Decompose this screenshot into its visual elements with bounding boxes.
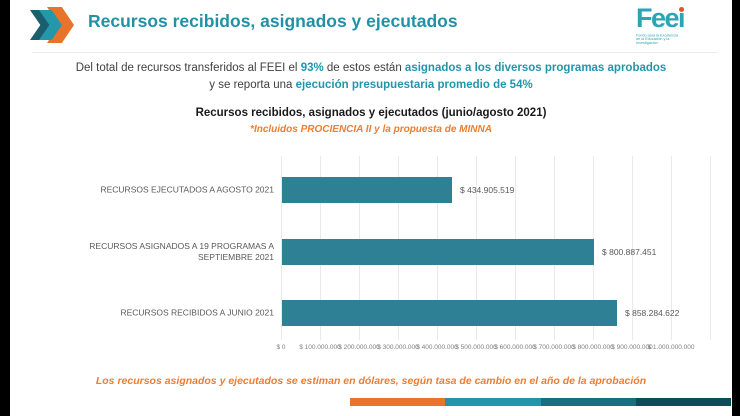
bar-value-label: $ 800.887.451 [602,246,657,257]
chart-title: Recursos recibidos, asignados y ejecutad… [195,107,547,119]
bar-category-label: RECURSOS EJECUTADOS A AGOSTO 2021 [100,184,274,195]
gridline [671,156,672,340]
gridline [281,156,282,340]
page-title: Recursos recibidos, asignados y ejecutad… [88,11,458,31]
brand-color-strip [350,398,731,406]
bar-chart-plot-area: $ 0 $ 100.000.000 $ 200.000.000 $ 300.000.0… [276,156,711,351]
strip-segment-4 [635,398,731,406]
feei-logo-tagline: Fondo para la Excelencia de la Educación… [636,34,678,46]
feei-logo: Feei Fondo para la Excelencia de la Educ… [636,5,720,52]
bar-2 [282,238,594,265]
strip-segment-3 [540,398,636,406]
gridline [710,156,711,340]
x-axis-tick-label: $ 500.000.000 [455,344,497,351]
x-axis-tick-label: $ 200.000.000 [338,344,380,351]
bar-3 [282,300,617,326]
x-axis-tick-label: $ 0 [276,344,286,351]
strip-segment-1 [350,398,446,406]
chevron-teal-icon [39,10,62,40]
letterbox-right [732,0,740,416]
strip-segment-2 [445,398,541,406]
intro-paragraph: Del total de recursos transferidos al FE… [10,60,732,93]
slide: Recursos recibidos, asignados y ejecutad… [10,0,732,416]
intro-text: y se reporta una [209,78,296,91]
gridline [632,156,633,340]
bar-value-label: $ 858.284.622 [625,308,680,318]
intro-highlight-asignados: asignados a los diversos programas aprob… [404,62,667,74]
bar-value-label: $ 434.905.519 [460,185,515,195]
x-axis-tick-label: $ 800.000.000 [572,344,614,351]
x-axis-tick-label: $ 100.000.000 [299,344,341,351]
intro-highlight-ejecucion: ejecución presupuestaria promedio de 54% [295,78,533,91]
x-axis-tick-label: $ 900.000.000 [611,344,653,351]
letterbox-left [0,0,10,416]
footnote: Los recursos asignados y ejecutados se e… [95,375,647,387]
bar-1 [282,177,452,203]
header-divider [32,52,718,53]
feei-logo-dot-icon [679,7,685,12]
chart-subtitle: *Incluidos PROCIENCIA II y la propuesta … [250,124,492,135]
x-axis-tick-label: $ 600.000.000 [494,344,536,351]
x-axis-tick-label: $ 700.000.000 [533,344,575,351]
x-axis-tick-label: $ 1.000.000.000 [647,344,695,351]
intro-text: de estos están [323,62,405,74]
bar-category-label: RECURSOS RECIBIDOS A JUNIO 2021 [120,307,274,318]
chevron-icon [30,6,80,44]
x-axis-tick-label: $ 300.000.000 [377,344,419,351]
intro-highlight-93: 93% [300,62,324,74]
x-axis-tick-label: $ 400.000.000 [416,344,458,351]
intro-text: Del total de recursos transferidos al FE… [75,62,301,74]
bar-category-label: RECURSOS ASIGNADOS A 19 PROGRAMAS A SEPT… [89,240,274,262]
feei-logo-wordmark: Feei [636,3,686,33]
